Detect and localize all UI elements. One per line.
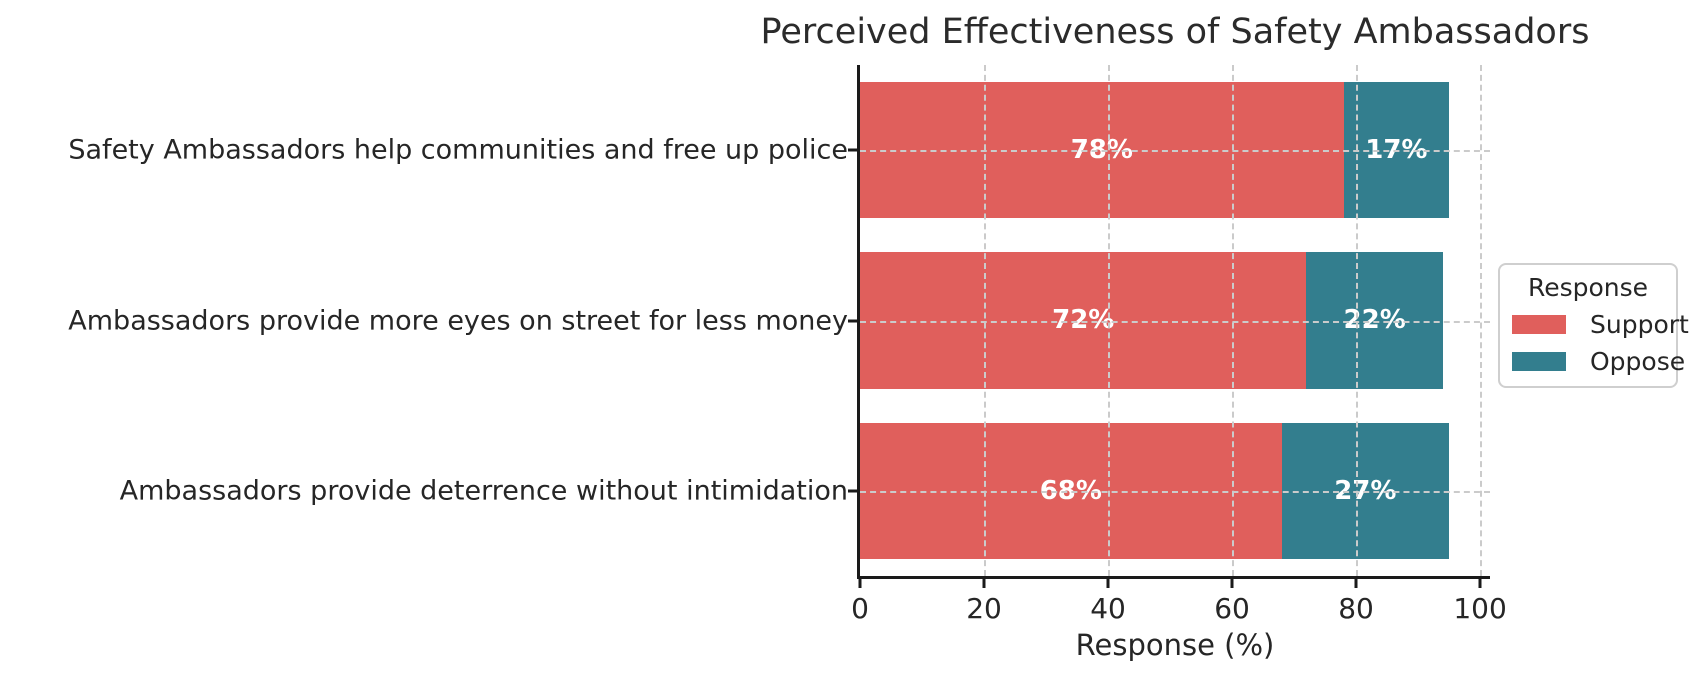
x-tick-mark (1106, 579, 1110, 588)
bar-row: 68% 27% (860, 422, 1490, 559)
bar-value-label: 68% (1039, 475, 1102, 506)
x-axis-label: Response (%) (1075, 628, 1275, 662)
x-tick-label: 20 (966, 592, 1002, 625)
x-tick-label: 100 (1453, 592, 1507, 625)
x-tick-label: 80 (1338, 592, 1374, 625)
x-tick-label: 0 (851, 592, 869, 625)
y-category-label: Ambassadors provide more eyes on street … (68, 305, 848, 336)
horizontal-gridline (860, 150, 1490, 153)
oppose-bar-segment: 27% (1281, 422, 1450, 559)
x-tick-mark (1478, 579, 1482, 588)
support-color-swatch (1512, 315, 1566, 334)
y-tick-mark (848, 319, 857, 322)
y-category-label: Safety Ambassadors help communities and … (68, 134, 848, 166)
support-bar-segment: 72% (860, 252, 1307, 389)
vertical-gridline (984, 65, 987, 576)
plot-area: 78% 17% Safety Ambassadors help communitie… (68, 65, 1507, 625)
legend-item-support: Support (1512, 310, 1689, 339)
bar-row: 72% 22% (860, 252, 1490, 389)
legend-title: Response (1527, 273, 1649, 302)
horizontal-gridline (860, 490, 1490, 493)
vertical-gridline (1356, 65, 1359, 576)
vertical-gridline (1232, 65, 1235, 576)
legend-item-oppose: Oppose (1512, 347, 1685, 376)
y-category-label: Ambassadors provide deterrence without i… (119, 475, 848, 507)
x-tick-label: 40 (1090, 592, 1126, 625)
legend-item-label: Oppose (1590, 347, 1686, 376)
x-tick-mark (982, 579, 986, 588)
horizontal-gridline (860, 320, 1490, 323)
x-tick-mark (1230, 579, 1234, 588)
legend-item-label: Support (1590, 310, 1689, 339)
support-bar-segment: 68% (860, 422, 1282, 559)
oppose-bar-segment: 22% (1306, 252, 1443, 389)
x-tick-label: 60 (1214, 592, 1250, 625)
y-tick-mark (848, 489, 857, 493)
bar-value-label: 22% (1343, 305, 1406, 336)
x-tick-mark (1354, 579, 1358, 588)
y-tick-mark (848, 148, 857, 152)
bar-value-label: 72% (1052, 305, 1115, 336)
vertical-gridline (1480, 65, 1483, 576)
x-tick-mark (858, 579, 862, 588)
oppose-color-swatch (1512, 352, 1566, 371)
legend: Response Support Oppose (1498, 263, 1689, 388)
chart-title: Perceived Effectiveness of Safety Ambass… (760, 12, 1590, 52)
vertical-gridline (1108, 65, 1111, 576)
bar-value-label: 27% (1334, 475, 1397, 506)
